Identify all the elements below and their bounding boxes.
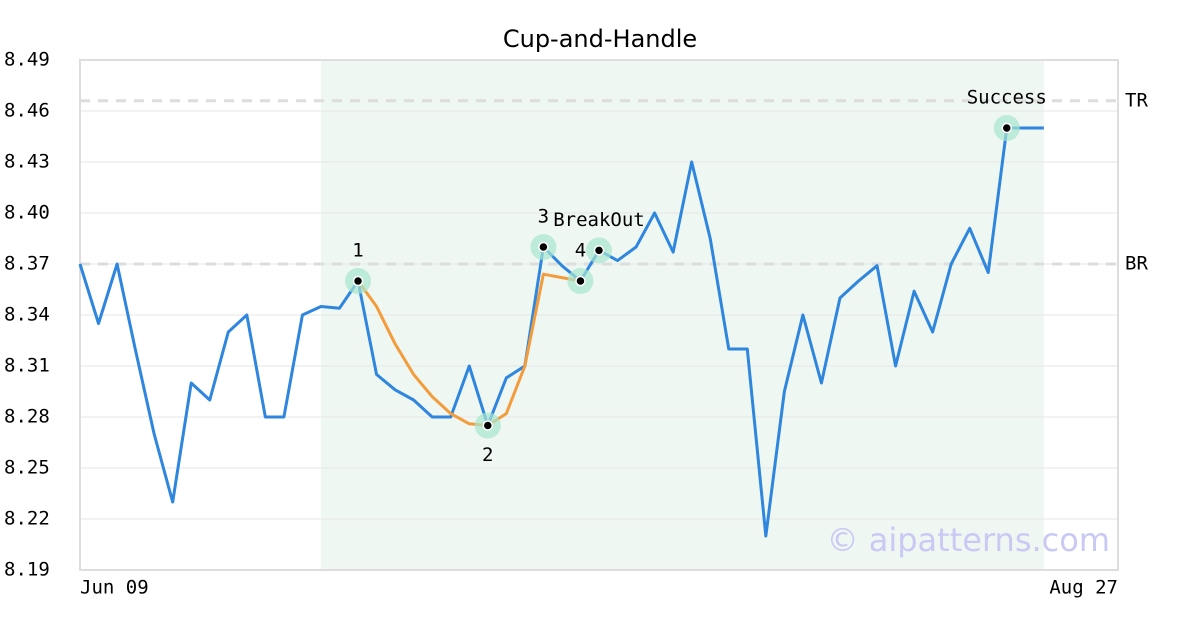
y-tick-label: 8.25 bbox=[4, 457, 50, 479]
y-tick-label: 8.31 bbox=[4, 355, 50, 377]
y-tick-label: 8.43 bbox=[4, 151, 50, 173]
watermark: © aipatterns.com bbox=[827, 521, 1110, 559]
y-tick-label: 8.28 bbox=[4, 406, 50, 428]
marker-label: 1 bbox=[352, 240, 363, 262]
y-tick-label: 8.46 bbox=[4, 100, 50, 122]
x-tick-label: Aug 27 bbox=[1049, 577, 1118, 599]
marker-label: 2 bbox=[482, 444, 493, 466]
plot-frame bbox=[79, 59, 1119, 571]
marker-label: Success bbox=[967, 87, 1047, 109]
y-tick-label: 8.49 bbox=[4, 49, 50, 71]
marker-dot bbox=[482, 420, 494, 431]
x-tick-label: Jun 09 bbox=[80, 577, 149, 599]
level-label: TR bbox=[1125, 89, 1148, 111]
marker-dot bbox=[538, 241, 549, 253]
level-label: BR bbox=[1125, 253, 1148, 275]
marker-label: 3 bbox=[538, 206, 549, 228]
y-tick-label: 8.19 bbox=[4, 559, 50, 581]
y-tick-label: 8.22 bbox=[4, 508, 50, 530]
y-tick-label: 8.37 bbox=[4, 253, 50, 275]
marker-dot bbox=[593, 245, 605, 256]
marker-label: BreakOut bbox=[553, 209, 645, 231]
y-tick-label: 8.40 bbox=[4, 202, 50, 224]
marker-dot bbox=[352, 275, 364, 287]
marker-dot bbox=[575, 275, 586, 287]
series-line bbox=[356, 272, 581, 427]
y-tick-label: 8.34 bbox=[4, 304, 50, 326]
chart-title: Cup-and-Handle bbox=[503, 25, 697, 53]
marker-label: 4 bbox=[575, 240, 586, 262]
series-line bbox=[78, 126, 1044, 538]
marker-dot bbox=[1001, 122, 1013, 134]
